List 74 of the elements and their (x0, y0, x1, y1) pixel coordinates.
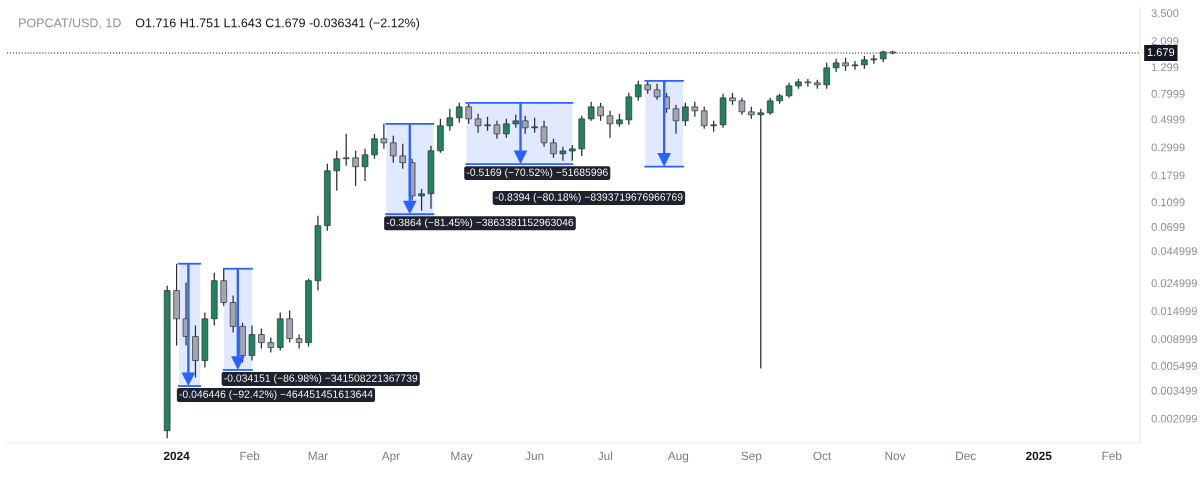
candlestick (455, 102, 463, 124)
candlestick (804, 78, 812, 88)
candlestick (823, 62, 830, 90)
x-tick-label: 2025 (1025, 451, 1052, 460)
candlestick (399, 143, 406, 170)
candlestick (682, 102, 689, 127)
candlestick (503, 118, 510, 139)
x-tick-label: Feb (1102, 451, 1122, 460)
y-tick-label: 0.4999 (1151, 115, 1185, 124)
candlestick (672, 104, 680, 135)
candlestick (352, 150, 359, 187)
candlestick (258, 327, 265, 350)
y-tick-label: 0.2999 (1151, 143, 1185, 152)
candlestick (521, 115, 529, 135)
x-tick-label: Aug (667, 451, 689, 463)
candlestick (286, 309, 293, 344)
ref-line-label: 1.679 (1147, 48, 1175, 57)
y-tick-label: 0.005499 (1151, 362, 1197, 370)
candlestick (757, 108, 765, 370)
y-tick-label: 3.500 (1151, 9, 1179, 18)
candlestick (390, 135, 397, 164)
candlestick (361, 148, 369, 182)
candlestick (635, 80, 642, 102)
candlestick (248, 324, 256, 362)
annotation: -0.5169 (−70.52%) −51685996 (466, 168, 608, 179)
x-tick-label: Apr (381, 451, 400, 463)
annotation: -0.046446 (−92.42%) −464451451613644 (179, 390, 373, 400)
candlestick (559, 146, 567, 162)
candlestick (418, 188, 425, 212)
y-tick-label: 0.7999 (1151, 89, 1185, 98)
candlestick (851, 60, 859, 71)
candlestick (333, 150, 341, 192)
x-tick-label: Jun (525, 451, 544, 460)
x-tick-label: 2024 (163, 451, 190, 460)
candlestick (342, 133, 350, 167)
text: O1.716 H1.751 L1.643 C1.679 -0.036341 (−2.12%) (135, 18, 420, 30)
x-tick-label: May (451, 451, 473, 463)
candlestick (700, 106, 708, 130)
annotation: -0.8394 (−80.18%) −8393719676966769 (495, 193, 683, 203)
candlestick (587, 101, 595, 122)
y-tick-label: 0.044999 (1151, 247, 1197, 256)
y-tick-label: 0.014999 (1151, 307, 1197, 316)
candlestick (229, 294, 237, 334)
x-tick-label: Nov (885, 451, 906, 460)
annotation: -0.3864 (−81.45%) −3863381152963046 (386, 218, 574, 229)
candlestick (446, 108, 454, 132)
annotation: -0.034151 (−86.98%) −341508221367739 (224, 374, 418, 384)
x-tick-label: Jul (597, 451, 613, 460)
x-tick-label: Dec (956, 451, 976, 460)
y-tick-label: 1.299 (1151, 63, 1179, 72)
x-tick-label: Feb (240, 451, 260, 460)
candlestick (606, 110, 614, 139)
x-tick-label: Oct (813, 451, 832, 460)
candlestick (474, 113, 482, 134)
candlestick (597, 102, 604, 122)
candlestick (465, 103, 472, 125)
y-tick-label: 0.008999 (1151, 335, 1197, 344)
y-tick-label: 0.002099 (1151, 414, 1197, 423)
y-tick-label: 0.0699 (1151, 223, 1185, 231)
y-tick-label: 0.1099 (1151, 198, 1185, 207)
candlestick (540, 120, 548, 148)
y-tick-label: 0.1799 (1151, 171, 1185, 180)
candlestick (371, 133, 378, 160)
candlestick (220, 268, 227, 307)
text: POPCAT/USD, 1D (19, 18, 121, 29)
x-tick-label: Sep (741, 451, 762, 463)
candlestick (295, 333, 303, 350)
candlestick (380, 123, 388, 150)
y-tick-label: 2.099 (1151, 37, 1179, 45)
candlestick (625, 92, 633, 126)
y-tick-label: 0.024999 (1151, 279, 1197, 288)
candlestick (550, 138, 557, 159)
x-tick-label: Mar (308, 451, 328, 460)
y-tick-label: 0.003499 (1151, 386, 1197, 395)
